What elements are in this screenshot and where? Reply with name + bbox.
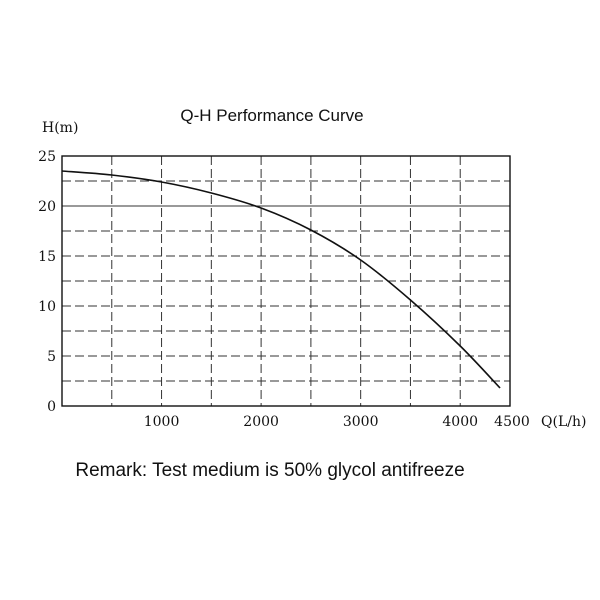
- x-tick-label: 2000: [243, 414, 279, 430]
- data-points: [61, 170, 502, 390]
- y-tick-label: 10: [38, 299, 56, 315]
- remark-text: Remark: Test medium is 50% glycol antifr…: [75, 460, 464, 481]
- chart-title: Q-H Performance Curve: [180, 106, 363, 125]
- grid: [62, 156, 510, 406]
- y-tick-label: 0: [47, 399, 56, 415]
- plot-frame: [61, 155, 511, 407]
- y-tick-label: 20: [38, 199, 56, 215]
- y-tick-label: 5: [47, 349, 56, 365]
- series-line: [61, 170, 501, 389]
- x-tick-label: 1000: [144, 414, 180, 430]
- y-tick-label: 15: [38, 249, 56, 265]
- tick-labels: 1000 2000 3000 4000 4500 0 5 10 15 20 25: [38, 149, 530, 430]
- x-tick-label: 4000: [442, 414, 478, 430]
- x-axis-label: Q(L/h): [541, 414, 586, 430]
- y-axis-label: H(m): [42, 120, 78, 136]
- x-tick-label: 4500: [494, 414, 530, 430]
- y-tick-label: 25: [38, 149, 56, 165]
- x-tick-label: 3000: [343, 414, 379, 430]
